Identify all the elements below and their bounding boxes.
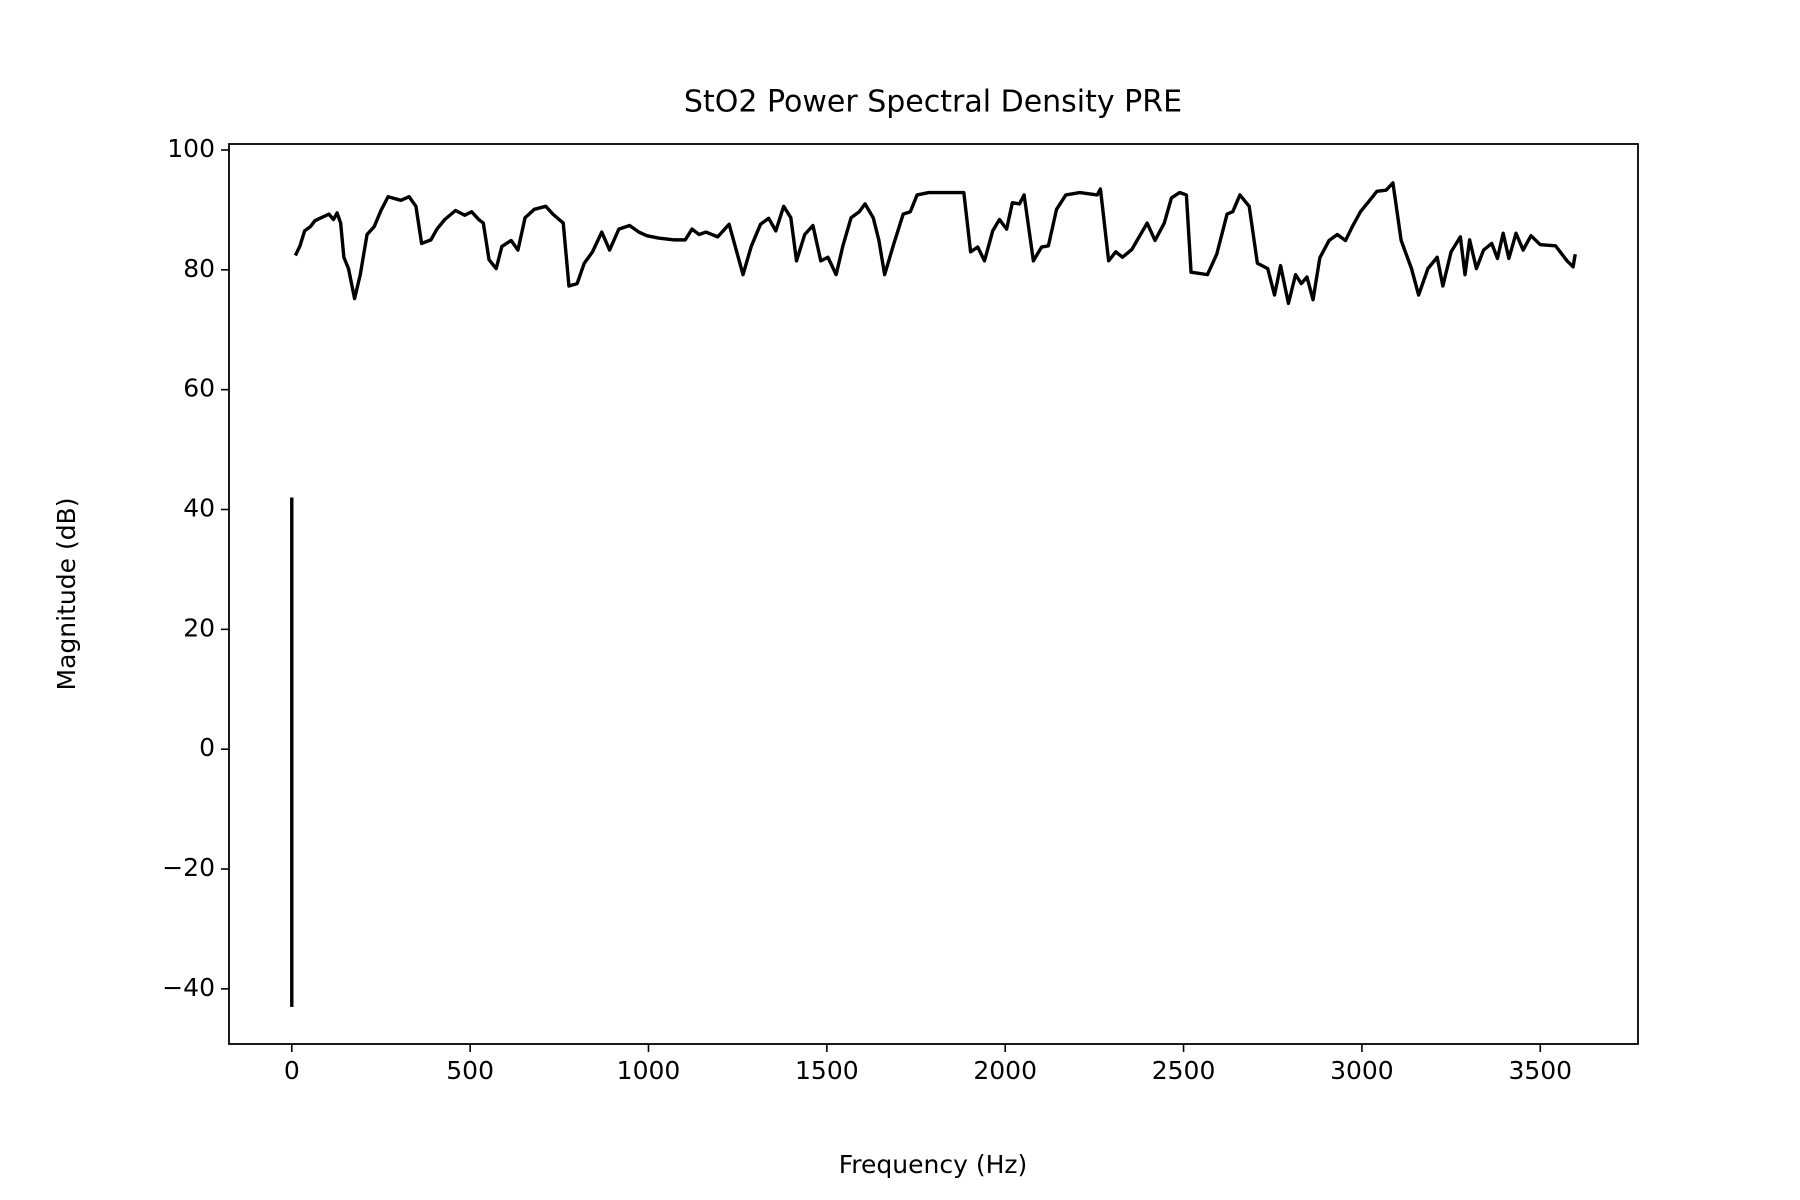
x-tick-label: 0 <box>284 1056 300 1085</box>
x-tick-label: 3500 <box>1508 1056 1572 1085</box>
x-axis-label: Frequency (Hz) <box>839 1150 1028 1179</box>
y-tick-label: 0 <box>199 733 215 762</box>
x-tick-label: 500 <box>446 1056 494 1085</box>
y-axis-label: Magnitude (dB) <box>52 498 81 691</box>
y-tick-label: −20 <box>162 853 215 882</box>
y-tick-label: 20 <box>183 613 215 642</box>
data-line <box>290 181 1577 1007</box>
y-tick-label: −40 <box>162 973 215 1002</box>
y-tick-label: 100 <box>167 134 215 163</box>
x-tick-label: 2000 <box>973 1056 1037 1085</box>
y-tick-label: 80 <box>183 254 215 283</box>
y-tick-label: 40 <box>183 494 215 523</box>
x-tick-label: 2500 <box>1152 1056 1216 1085</box>
x-tick-label: 3000 <box>1330 1056 1394 1085</box>
x-tick-label: 1000 <box>617 1056 681 1085</box>
plot-frame <box>228 143 1639 1045</box>
y-tick-label: 60 <box>183 374 215 403</box>
chart-title: StO2 Power Spectral Density PRE <box>684 85 1182 120</box>
x-tick-label: 1500 <box>795 1056 859 1085</box>
